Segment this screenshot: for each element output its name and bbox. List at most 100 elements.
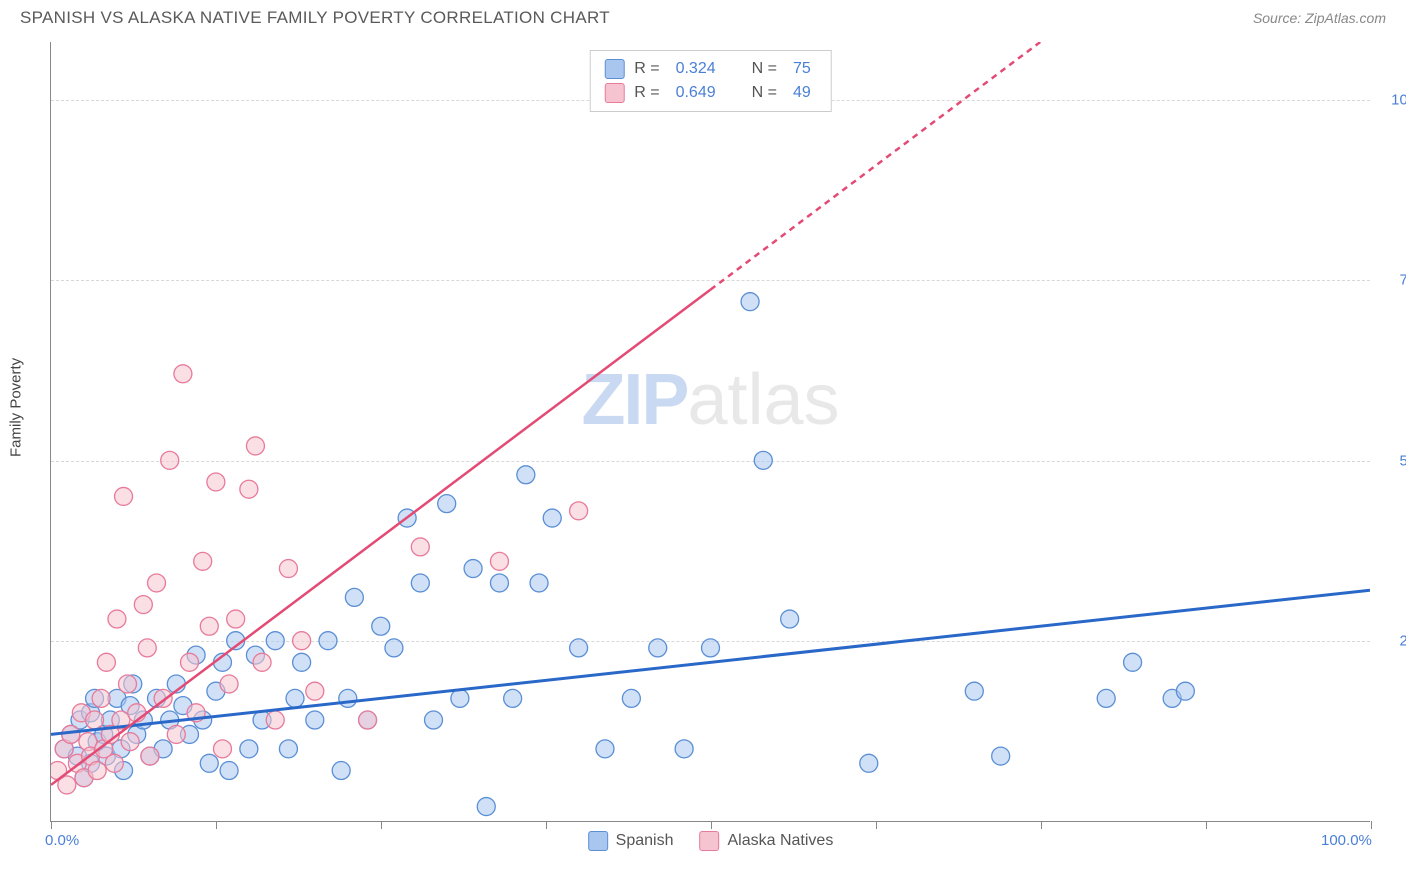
stats-legend-box: R = 0.324 N = 75 R = 0.649 N = 49 bbox=[589, 50, 832, 112]
data-point bbox=[167, 725, 185, 743]
data-point bbox=[141, 747, 159, 765]
data-point bbox=[86, 711, 104, 729]
data-point bbox=[411, 574, 429, 592]
data-point bbox=[517, 466, 535, 484]
bottom-legend: Spanish Alaska Natives bbox=[588, 831, 834, 851]
data-point bbox=[319, 632, 337, 650]
data-point bbox=[92, 689, 110, 707]
data-point bbox=[372, 617, 390, 635]
x-tick-label: 0.0% bbox=[45, 832, 79, 849]
data-point bbox=[220, 675, 238, 693]
data-point bbox=[286, 689, 304, 707]
data-point bbox=[266, 711, 284, 729]
chart-svg bbox=[51, 42, 1370, 821]
data-point bbox=[490, 574, 508, 592]
x-tick bbox=[216, 821, 217, 829]
data-point bbox=[121, 733, 139, 751]
swatch-alaska bbox=[604, 83, 624, 103]
data-point bbox=[174, 365, 192, 383]
chart-container: Family Poverty ZIPatlas R = 0.324 N = 75… bbox=[0, 32, 1406, 882]
data-point bbox=[194, 552, 212, 570]
data-point bbox=[490, 552, 508, 570]
data-point bbox=[992, 747, 1010, 765]
data-point bbox=[570, 502, 588, 520]
data-point bbox=[306, 682, 324, 700]
data-point bbox=[741, 293, 759, 311]
data-point bbox=[293, 632, 311, 650]
data-point bbox=[207, 473, 225, 491]
data-point bbox=[385, 639, 403, 657]
data-point bbox=[105, 754, 123, 772]
swatch-alaska-icon bbox=[700, 831, 720, 851]
stats-row-alaska: R = 0.649 N = 49 bbox=[604, 81, 817, 105]
data-point bbox=[411, 538, 429, 556]
data-point bbox=[425, 711, 443, 729]
data-point bbox=[649, 639, 667, 657]
data-point bbox=[240, 740, 258, 758]
data-point bbox=[754, 451, 772, 469]
swatch-spanish bbox=[604, 59, 624, 79]
data-point bbox=[504, 689, 522, 707]
x-tick-label: 100.0% bbox=[1321, 832, 1372, 849]
data-point bbox=[477, 798, 495, 816]
data-point bbox=[345, 588, 363, 606]
trend-line bbox=[51, 290, 711, 785]
data-point bbox=[339, 689, 357, 707]
swatch-spanish-icon bbox=[588, 831, 608, 851]
data-point bbox=[161, 451, 179, 469]
x-tick bbox=[546, 821, 547, 829]
x-tick bbox=[1206, 821, 1207, 829]
data-point bbox=[253, 653, 271, 671]
data-point bbox=[543, 509, 561, 527]
x-tick bbox=[711, 821, 712, 829]
trend-line bbox=[51, 590, 1370, 734]
data-point bbox=[464, 560, 482, 578]
source-credit: Source: ZipAtlas.com bbox=[1253, 10, 1386, 26]
data-point bbox=[227, 610, 245, 628]
data-point bbox=[596, 740, 614, 758]
x-tick bbox=[1371, 821, 1372, 829]
data-point bbox=[1124, 653, 1142, 671]
data-point bbox=[220, 762, 238, 780]
legend-label: Spanish bbox=[616, 832, 674, 850]
data-point bbox=[675, 740, 693, 758]
stats-row-spanish: R = 0.324 N = 75 bbox=[604, 57, 817, 81]
chart-title: SPANISH VS ALASKA NATIVE FAMILY POVERTY … bbox=[20, 8, 610, 28]
data-point bbox=[1097, 689, 1115, 707]
data-point bbox=[200, 617, 218, 635]
data-point bbox=[266, 632, 284, 650]
y-tick-label: 100.0% bbox=[1391, 91, 1406, 108]
x-tick bbox=[1041, 821, 1042, 829]
data-point bbox=[138, 639, 156, 657]
data-point bbox=[860, 754, 878, 772]
data-point bbox=[148, 574, 166, 592]
data-point bbox=[108, 610, 126, 628]
data-point bbox=[359, 711, 377, 729]
data-point bbox=[97, 653, 115, 671]
y-axis-title: Family Poverty bbox=[8, 358, 25, 457]
data-point bbox=[293, 653, 311, 671]
x-tick bbox=[876, 821, 877, 829]
data-point bbox=[438, 495, 456, 513]
data-point bbox=[965, 682, 983, 700]
legend-label: Alaska Natives bbox=[728, 832, 834, 850]
data-point bbox=[570, 639, 588, 657]
data-point bbox=[306, 711, 324, 729]
x-tick bbox=[381, 821, 382, 829]
legend-item-spanish: Spanish bbox=[588, 831, 674, 851]
data-point bbox=[279, 740, 297, 758]
y-tick-label: 75.0% bbox=[1399, 272, 1406, 289]
data-point bbox=[781, 610, 799, 628]
data-point bbox=[279, 560, 297, 578]
data-point bbox=[332, 762, 350, 780]
data-point bbox=[451, 689, 469, 707]
data-point bbox=[240, 480, 258, 498]
data-point bbox=[200, 754, 218, 772]
data-point bbox=[134, 596, 152, 614]
data-point bbox=[246, 437, 264, 455]
y-tick-label: 50.0% bbox=[1399, 452, 1406, 469]
data-point bbox=[213, 740, 231, 758]
data-point bbox=[181, 653, 199, 671]
data-point bbox=[1176, 682, 1194, 700]
data-point bbox=[88, 762, 106, 780]
